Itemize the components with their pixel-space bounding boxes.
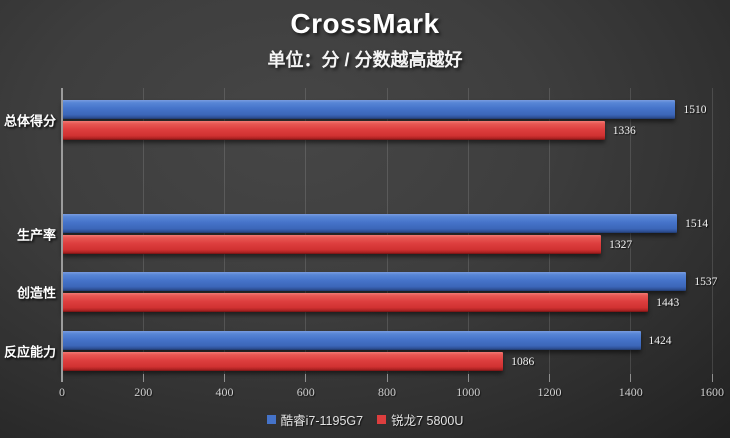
x-axis-tick-label: 200 [134, 385, 153, 399]
bar-value-label: 1514 [685, 217, 709, 230]
plot-area: 1510 1336 1514 1327 1537 1443 1424 1086 [62, 88, 717, 374]
chart-title: CrossMark [290, 8, 440, 39]
bar-series1-cat3 [62, 352, 504, 371]
bar-series1-cat0 [62, 121, 605, 140]
bar-row-酷睿i7-1195G7-生产率: 1514 [62, 214, 708, 233]
x-axis-tick-label: 1600 [700, 385, 724, 399]
bar-value-label: 1424 [648, 334, 672, 347]
bar-series1-cat1 [62, 235, 602, 254]
x-axis-tick [630, 374, 632, 382]
bar-row-酷睿i7-1195G7-反应能力: 1424 [62, 331, 672, 350]
bar-row-锐龙7 5800U-创造性: 1443 [62, 293, 679, 312]
x-axis-tick-label: 400 [215, 385, 234, 399]
category-label-0: 总体得分 [3, 113, 56, 129]
gridline [711, 88, 713, 374]
category-label-2: 创造性 [16, 285, 56, 301]
x-axis-tick [386, 374, 388, 382]
bar-series0-cat1 [62, 214, 678, 233]
legend-item-0: 酷睿i7-1195G7 [266, 410, 364, 429]
legend-label: 锐龙7 5800U [391, 414, 464, 428]
legend-label: 酷睿i7-1195G7 [280, 414, 364, 428]
legend-swatch [266, 415, 276, 424]
category-label-1: 生产率 [16, 227, 56, 243]
bar-row-锐龙7 5800U-总体得分: 1336 [62, 121, 636, 140]
x-axis-tick [711, 374, 713, 382]
chart-subtitle: 单位：分 / 分数越高越好 [267, 50, 463, 70]
bar-value-label: 1537 [694, 275, 718, 288]
x-axis-tick-label: 600 [296, 385, 315, 399]
x-axis-tick [467, 374, 469, 382]
bar-value-label: 1086 [511, 355, 535, 368]
x-axis-tick-label: 1400 [618, 385, 643, 399]
x-axis-tick [142, 374, 144, 382]
x-axis-tick-label: 1000 [456, 385, 481, 399]
x-axis-tick [224, 374, 225, 382]
category-label-3: 反应能力 [3, 344, 56, 360]
x-axis-tick-label: 800 [378, 385, 396, 399]
bar-series0-cat3 [62, 331, 641, 350]
x-axis-tick-label: 1200 [537, 385, 562, 399]
x-axis-tick-label: 0 [59, 385, 65, 399]
bar-series1-cat2 [62, 293, 649, 312]
bar-series0-cat0 [62, 100, 676, 119]
bar-row-酷睿i7-1195G7-总体得分: 1510 [62, 100, 706, 119]
bar-row-锐龙7 5800U-反应能力: 1086 [62, 352, 534, 371]
bar-row-锐龙7 5800U-生产率: 1327 [62, 235, 632, 254]
bar-row-酷睿i7-1195G7-创造性: 1537 [62, 272, 717, 291]
bar-value-label: 1510 [683, 103, 707, 116]
legend-item-1: 锐龙7 5800U [377, 410, 463, 429]
x-axis-tick [305, 374, 307, 382]
bar-series0-cat2 [62, 272, 687, 291]
legend: 酷睿i7-1195G7 锐龙7 5800U [0, 410, 730, 429]
bar-value-label: 1443 [656, 296, 680, 309]
legend-swatch [377, 415, 387, 424]
y-axis-line [61, 88, 63, 382]
bar-value-label: 1327 [609, 238, 633, 251]
x-axis-tick [549, 374, 550, 382]
bar-value-label: 1336 [612, 124, 636, 137]
